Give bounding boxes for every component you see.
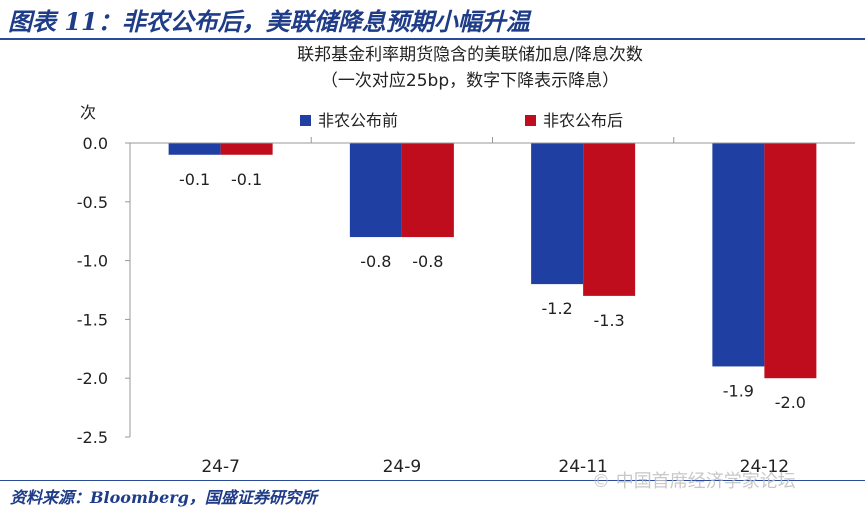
y-tick-label: 0.0 <box>83 134 108 153</box>
data-label: -1.3 <box>594 311 625 330</box>
bar-after <box>764 143 817 379</box>
y-axis-label: 次 <box>80 103 96 122</box>
data-label: -0.1 <box>179 170 210 189</box>
watermark: © 中国首席经济学家论坛 <box>592 471 796 492</box>
data-label: -0.8 <box>412 252 443 271</box>
bar-chart: 联邦基金利率期货隐含的美联储加息/降息次数 （一次对应25bp，数字下降表示降息… <box>77 45 855 477</box>
legend: 非农公布前 非农公布后 <box>300 111 623 130</box>
x-tick-label: 24-7 <box>201 457 240 477</box>
chart-subtitle: （一次对应25bp，数字下降表示降息） <box>321 71 619 91</box>
data-label: -0.1 <box>231 170 262 189</box>
x-tick-label: 24-11 <box>558 457 607 477</box>
y-axis: 0.0 -0.5 -1.0 -1.5 -2.0 -2.5 <box>77 134 131 447</box>
bar-before <box>349 143 402 238</box>
y-tick-label: -0.5 <box>77 193 108 212</box>
bar-before <box>531 143 584 285</box>
y-tick-label: -1.5 <box>77 310 108 329</box>
data-label: -1.2 <box>542 299 573 318</box>
x-tick-label: 24-9 <box>383 457 422 477</box>
data-label: -0.8 <box>360 252 391 271</box>
legend-swatch-before <box>300 115 311 126</box>
bottom-rule <box>0 480 865 481</box>
y-tick-label: -2.5 <box>77 428 108 447</box>
y-tick-label: -1.0 <box>77 252 108 271</box>
legend-label-before: 非农公布前 <box>318 111 398 130</box>
bar-after <box>401 143 454 238</box>
bar-after <box>220 143 273 155</box>
legend-label-after: 非农公布后 <box>543 111 623 130</box>
x-tick-label: 24-12 <box>740 457 789 477</box>
figure-title: 图表 11：非农公布后，美联储降息预期小幅升温 <box>8 7 530 36</box>
bar-after <box>583 143 636 296</box>
x-axis: 24-7 24-9 24-11 24-12 <box>130 137 855 477</box>
source-note: 资料来源：Bloomberg，国盛证券研究所 <box>10 488 317 507</box>
y-tick-label: -2.0 <box>77 369 108 388</box>
bars: -0.1 -0.1 -0.8 -0.8 -1.2 -1.3 -1.9 -2.0 <box>168 143 817 412</box>
data-label: -1.9 <box>723 381 754 400</box>
bar-before <box>712 143 765 367</box>
bar-before <box>168 143 221 155</box>
chart-title: 联邦基金利率期货隐含的美联储加息/降息次数 <box>297 45 643 65</box>
data-label: -2.0 <box>775 393 806 412</box>
top-rule <box>0 38 865 40</box>
legend-swatch-after <box>525 115 536 126</box>
